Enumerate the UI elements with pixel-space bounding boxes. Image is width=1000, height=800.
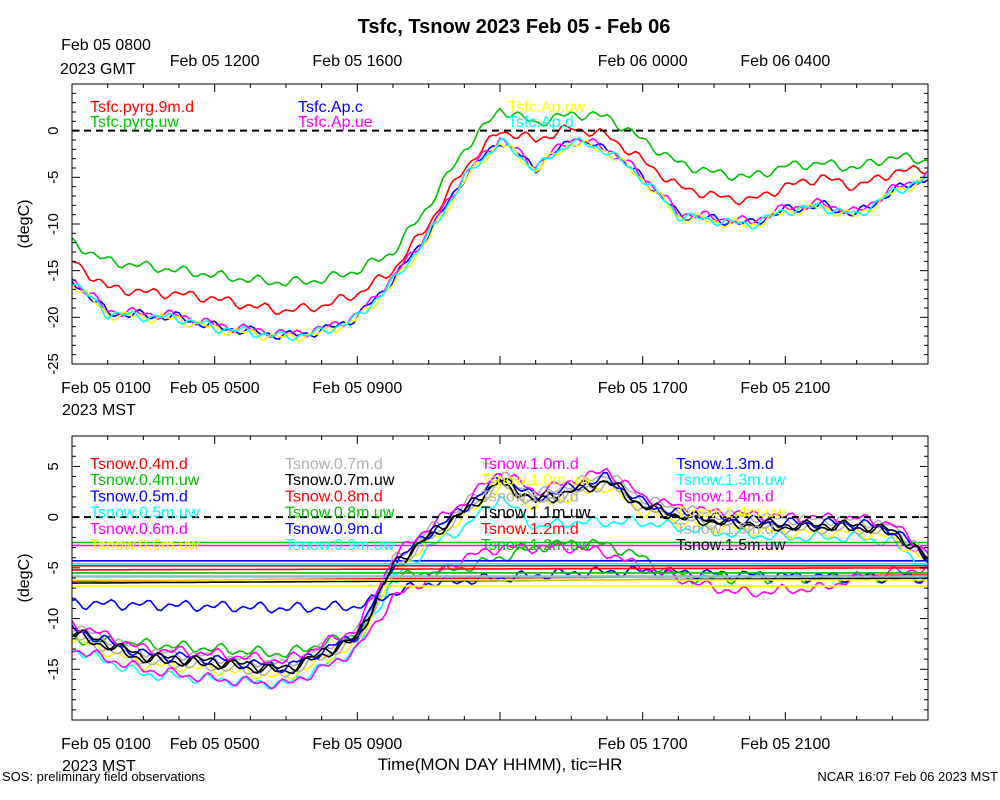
legend-entry: Tsnow.0.9m.uw bbox=[285, 537, 395, 554]
legend-entry: Tsnow.0.6m.d bbox=[90, 521, 188, 538]
legend-entry: Tsfc.pyrg.uw bbox=[90, 114, 179, 131]
series-line bbox=[71, 495, 929, 690]
legend-entry: Tsnow.1.4m.d bbox=[676, 488, 774, 505]
footer-left: SOS: preliminary field observations bbox=[2, 769, 206, 784]
top-panel: 0 -5 -10 -15 -20 -25 (degC) Feb 05 0800 Feb 05 1… bbox=[16, 37, 929, 419]
legend-entry: Tsnow.1.4m.uw bbox=[676, 505, 786, 522]
series-line bbox=[71, 124, 929, 315]
y-axis-label: (degC) bbox=[16, 554, 33, 603]
legend-entry: Tsnow.0.8m.uw bbox=[285, 505, 395, 522]
series-line bbox=[71, 137, 929, 338]
bottom-time-label: Feb 05 1700 bbox=[598, 736, 688, 753]
bottom-time-label: Feb 05 0500 bbox=[170, 380, 260, 397]
footer-right: NCAR 16:07 Feb 06 2023 MST bbox=[817, 769, 998, 784]
top-time-label: Feb 06 0400 bbox=[740, 53, 830, 70]
series-line bbox=[71, 107, 929, 287]
y-tick-label: -5 bbox=[45, 171, 62, 184]
y-axis-label: (degC) bbox=[16, 200, 33, 249]
series-line bbox=[71, 140, 929, 341]
y-tick-label: -20 bbox=[45, 306, 62, 328]
legend-entry: Tsnow.0.4m.d bbox=[90, 456, 188, 473]
y-tick-label: -15 bbox=[45, 658, 62, 680]
legend-entry: Tsnow.0.6m.uw bbox=[90, 537, 200, 554]
legend-entry: Tsnow.1.0m.uw bbox=[481, 472, 591, 489]
series-line bbox=[71, 139, 929, 343]
legend-entry: Tsfc.pyrg.9m.d bbox=[90, 99, 194, 116]
panels: 0 -5 -10 -15 -20 -25 (degC) Feb 05 0800 Feb 05 1… bbox=[16, 37, 929, 775]
legend-entry: Tsnow.1.3m.d bbox=[676, 456, 774, 473]
y-tick-label: -25 bbox=[45, 353, 62, 375]
legend-entry: Tsfc.Ap.ue bbox=[298, 114, 373, 131]
legend-entry: Tsnow.0.5m.uw bbox=[90, 505, 200, 522]
legend-entry: Tsnow.1.3m.uw bbox=[676, 472, 786, 489]
y-tick-label: -15 bbox=[45, 260, 62, 282]
series-line bbox=[71, 136, 929, 342]
legend-entry: Tsnow.1.2m.uw bbox=[481, 537, 591, 554]
y-tick-label: 5 bbox=[45, 462, 62, 470]
bottom-time-label: Feb 05 0100 bbox=[61, 380, 151, 397]
legend-entry: Tsnow.1.0m.d bbox=[481, 456, 579, 473]
legend-entry: Tsnow.0.7m.uw bbox=[285, 472, 395, 489]
top-time-label: Feb 05 1200 bbox=[170, 53, 260, 70]
legend-entry: Tsnow.0.9m.d bbox=[285, 521, 383, 538]
bottom-time-label: Feb 05 2100 bbox=[740, 380, 830, 397]
legend-entry: Tsnow.1.2m.d bbox=[481, 521, 579, 538]
top-time-label: Feb 05 1600 bbox=[312, 53, 402, 70]
chart-title: Tsfc, Tsnow 2023 Feb 05 - Feb 06 bbox=[358, 16, 671, 38]
bottom-time-label: Feb 05 2100 bbox=[740, 736, 830, 753]
legend-entry: Tsnow.1.1m.uw bbox=[481, 505, 591, 522]
bottom-time-label: Feb 05 0900 bbox=[312, 736, 402, 753]
legend-entry: Tsfc.Ap.c bbox=[298, 99, 363, 116]
legend-entry: Tsfc.Ap.uw bbox=[508, 99, 586, 116]
bottom-panel: 5 0 -5 -10 -15 (degC) Feb 05 0100 Feb 05 0500 Fe… bbox=[16, 435, 929, 775]
legend-entry: Tsnow.0.8m.d bbox=[285, 488, 383, 505]
bottom-zone-label: 2023 MST bbox=[62, 402, 136, 419]
y-tick-label: -5 bbox=[45, 561, 62, 574]
bottom-zone-label: 2023 MST bbox=[62, 758, 136, 775]
series-line bbox=[72, 567, 928, 571]
top-time-label: Feb 06 0000 bbox=[598, 53, 688, 70]
y-tick-label: -10 bbox=[45, 608, 62, 630]
bottom-time-label: Feb 05 1700 bbox=[598, 380, 688, 397]
series-line bbox=[71, 482, 929, 680]
legend-entry: Tsnow.1.1m.d bbox=[481, 488, 579, 505]
top-zone-label: 2023 GMT bbox=[60, 61, 136, 78]
top-time-label: Feb 05 0800 bbox=[61, 37, 151, 54]
legend-entry: Tsnow.1.5m.d bbox=[676, 521, 774, 538]
y-tick-label: 0 bbox=[45, 513, 62, 521]
legend-entry: Tsfc.Ap.d bbox=[508, 114, 574, 131]
legend-entry: Tsnow.0.7m.d bbox=[285, 456, 383, 473]
bottom-time-label: Feb 05 0900 bbox=[312, 380, 402, 397]
legend-entry: Tsnow.0.5m.d bbox=[90, 488, 188, 505]
series-line bbox=[71, 477, 929, 673]
legend-entry: Tsnow.0.4m.uw bbox=[90, 472, 200, 489]
legend-entry: Tsnow.1.5m.uw bbox=[676, 537, 786, 554]
y-tick-label: 0 bbox=[45, 126, 62, 134]
bottom-time-label: Feb 05 0500 bbox=[170, 736, 260, 753]
x-axis-label: Time(MON DAY HHMM), tic=HR bbox=[378, 755, 623, 774]
series-line bbox=[71, 538, 929, 659]
bottom-time-label: Feb 05 0100 bbox=[61, 736, 151, 753]
y-tick-label: -10 bbox=[45, 213, 62, 235]
series-line bbox=[71, 471, 929, 674]
